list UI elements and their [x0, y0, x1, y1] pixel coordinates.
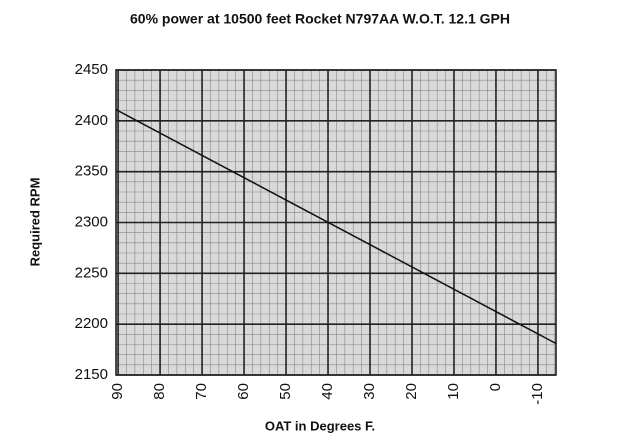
y-tick-label: 2300: [75, 213, 108, 230]
y-tick-label: 2400: [75, 112, 108, 129]
y-tick-label: 2200: [75, 315, 108, 332]
y-axis-label: Required RPM: [27, 178, 42, 267]
x-tick-label: 70: [193, 383, 210, 400]
x-tick-label: 60: [235, 383, 252, 400]
y-tick-label: 2450: [75, 61, 108, 78]
y-tick-label: 2150: [75, 366, 108, 383]
x-tick-label: 80: [151, 383, 168, 400]
chart-title: 60% power at 10500 feet Rocket N797AA W.…: [130, 11, 510, 27]
x-tick-label: 40: [319, 383, 336, 400]
data-line: [115, 108, 557, 345]
x-tick-label: -10: [529, 383, 546, 405]
x-tick-label: 50: [277, 383, 294, 400]
plot-frame: [115, 69, 557, 376]
x-tick-label: 30: [361, 383, 378, 400]
x-axis-label: OAT in Degrees F.: [265, 418, 375, 433]
x-tick-label: 20: [403, 383, 420, 400]
x-tick-label: 90: [109, 383, 126, 400]
x-tick-label: 10: [445, 383, 462, 400]
y-tick-label: 2350: [75, 163, 108, 180]
y-tick-label: 2250: [75, 264, 108, 281]
x-tick-label: 0: [487, 383, 504, 391]
